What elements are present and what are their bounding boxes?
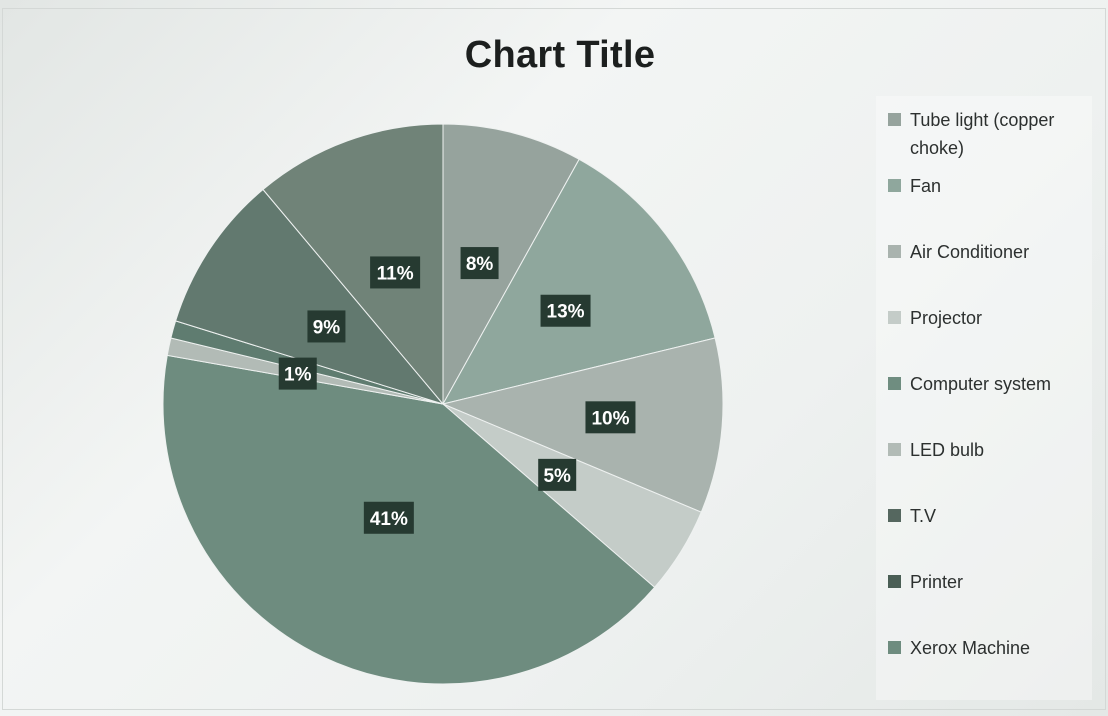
pie-slice (175, 188, 445, 405)
legend-item: Projector (888, 304, 1095, 332)
data-label: 9% (307, 310, 346, 343)
data-label: 41% (363, 501, 414, 534)
legend-label: T.V (910, 506, 937, 526)
legend-item: Air Conditioner (888, 238, 1095, 266)
legend-swatch (888, 113, 901, 126)
data-label-box (538, 458, 577, 491)
data-label-box (278, 357, 317, 390)
data-label-box (307, 310, 346, 343)
data-label-text: 9% (313, 317, 341, 338)
legend-label: Air Conditioner (910, 242, 1030, 262)
data-label-text: 5% (543, 466, 571, 487)
pie-slice (442, 158, 716, 405)
data-label-text: 11% (377, 263, 414, 284)
legend-label: LED bulb (910, 440, 985, 460)
data-label: 5% (538, 458, 577, 491)
data-label-box (585, 401, 636, 434)
legend-label: Printer (910, 572, 964, 592)
data-label-text: 41% (370, 509, 408, 530)
legend-swatch (888, 179, 901, 192)
legend-swatch (888, 245, 901, 258)
data-label: 1% (278, 357, 317, 390)
legend-swatch (888, 641, 901, 654)
legend-item: Fan (888, 172, 1095, 200)
pie-slice (442, 123, 580, 406)
data-label-box (540, 294, 591, 327)
legend-label: Tube light (copper choke) (910, 110, 1055, 158)
pie-slice (441, 337, 724, 513)
data-label-box (460, 247, 499, 280)
legend-swatch (888, 311, 901, 324)
legend-swatch (888, 377, 901, 390)
data-label-text: 1% (284, 365, 312, 386)
legend-label: Xerox Machine (910, 638, 1031, 658)
chart-title: Chart Title (464, 34, 656, 76)
data-label-text: 8% (466, 254, 494, 275)
legend-item: T.V (888, 502, 1095, 530)
legend-item: Tube light (copper choke) (888, 106, 1095, 162)
data-label-text: 10% (591, 408, 629, 429)
legend-swatch (888, 443, 901, 456)
legend-label: Projector (910, 308, 983, 328)
legend-swatch (888, 575, 901, 588)
legend-label: Computer system (910, 374, 1052, 394)
legend-item: Computer system (888, 370, 1095, 398)
data-label: 11% (370, 256, 421, 289)
data-label: 8% (460, 247, 499, 280)
data-label-text: 13% (547, 302, 585, 323)
data-label-box (370, 256, 421, 289)
data-label-box (363, 501, 414, 534)
data-label: 10% (585, 401, 636, 434)
data-label: 13% (540, 294, 591, 327)
pie-slice (262, 123, 444, 406)
legend-item: LED bulb (888, 436, 1095, 464)
legend-item: Xerox Machine (888, 634, 1095, 662)
legend-label: Fan (910, 176, 942, 196)
legend-swatch (888, 509, 901, 522)
chart-legend: Tube light (copper choke) Fan Air Conditio… (876, 96, 1092, 700)
legend-item: Printer (888, 568, 1095, 596)
